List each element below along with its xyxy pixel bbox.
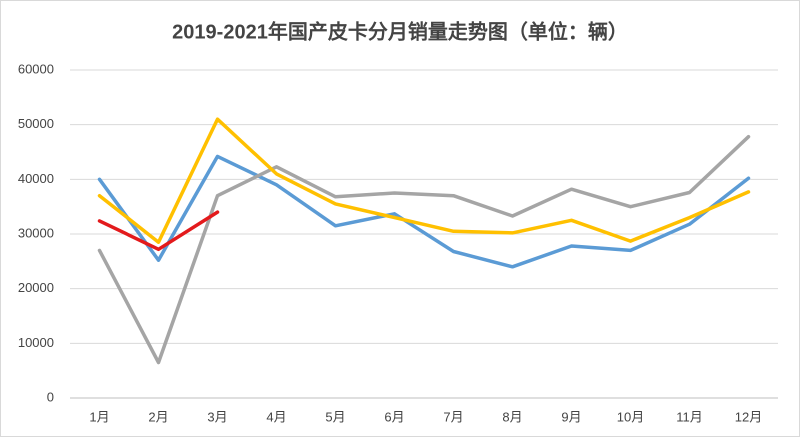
- x-tick-label: 1月: [89, 409, 109, 424]
- y-tick-label: 60000: [18, 61, 54, 76]
- x-tick-label: 7月: [443, 409, 463, 424]
- series-line: [97, 154, 751, 269]
- x-tick-label: 4月: [266, 409, 286, 424]
- y-tick-label: 50000: [18, 116, 54, 131]
- series-line: [97, 210, 220, 252]
- x-tick-label: 5月: [325, 409, 345, 424]
- series-line: [97, 117, 751, 244]
- y-tick-label: 10000: [18, 335, 54, 350]
- chart-title: 2019-2021年国产皮卡分月销量走势图（单位：辆）: [172, 19, 628, 43]
- x-tick-label: 11月: [676, 409, 703, 424]
- x-tick-label: 12月: [735, 409, 762, 424]
- x-tick-label: 2月: [148, 409, 168, 424]
- y-tick-label: 40000: [18, 171, 54, 186]
- y-tick-label: 30000: [18, 225, 54, 240]
- y-tick-label: 20000: [18, 280, 54, 295]
- x-tick-label: 10月: [617, 409, 644, 424]
- x-tick-label: 3月: [207, 409, 227, 424]
- y-tick-label: 0: [47, 389, 54, 404]
- series-line: [97, 134, 751, 365]
- x-tick-label: 9月: [561, 409, 581, 424]
- x-tick-label: 8月: [502, 409, 522, 424]
- x-tick-label: 6月: [384, 409, 404, 424]
